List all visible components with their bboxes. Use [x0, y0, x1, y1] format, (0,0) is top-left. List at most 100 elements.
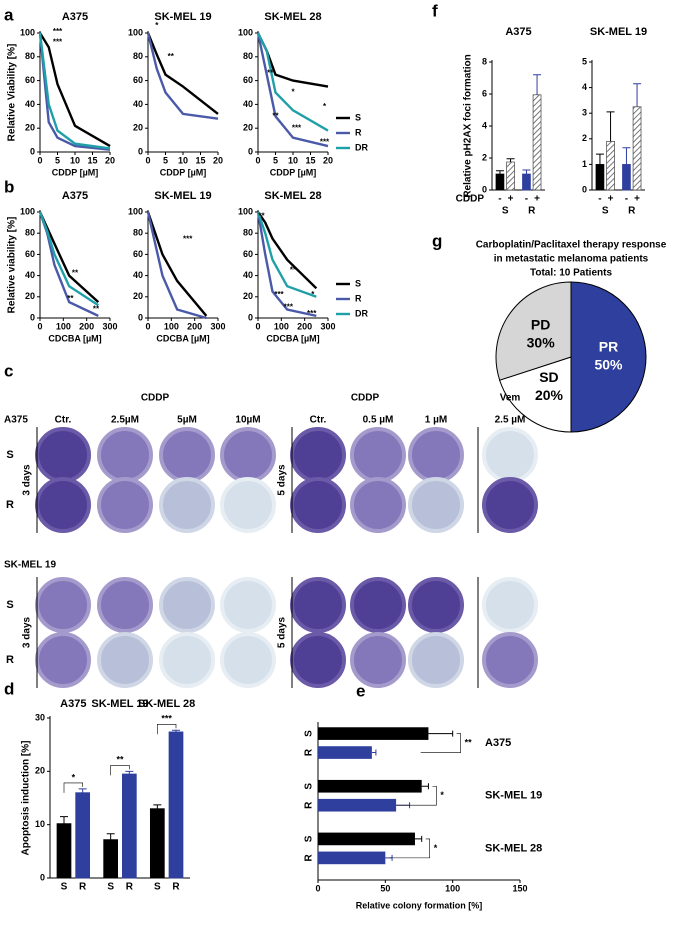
category-label: A375: [60, 698, 86, 710]
bar-label: -: [598, 194, 601, 205]
category-label: A375: [485, 737, 511, 749]
chart-title: A375: [62, 190, 88, 202]
bar-label: +: [634, 194, 640, 205]
series-line: [146, 32, 219, 120]
bar-label: R: [304, 853, 315, 861]
x-tick-label: 5: [163, 155, 168, 165]
bar: [318, 779, 422, 793]
x-tick-label: 200: [297, 321, 312, 331]
series-line: [38, 32, 111, 148]
colony-well: [350, 477, 406, 533]
series-line: [257, 211, 318, 290]
colony-well: [97, 577, 153, 633]
colony-well: [97, 427, 153, 483]
bar: [606, 141, 615, 191]
significance: ***: [284, 303, 294, 312]
significance: ***: [161, 714, 172, 724]
slice-label: SD: [539, 369, 558, 385]
legend-label: R: [355, 127, 362, 137]
error-bar: [421, 783, 429, 790]
error-bar: [506, 158, 515, 162]
label: 10µM: [235, 415, 260, 426]
y-tick-label: 60: [133, 75, 143, 85]
bar-label: +: [534, 194, 540, 205]
significance: **: [168, 52, 175, 61]
x-axis-label: CDCBA [µM]: [266, 333, 319, 343]
x-axis-label: CDDP [µM]: [52, 167, 99, 177]
slice-label: PR: [599, 339, 618, 355]
series-line: [38, 211, 100, 303]
error-bar: [622, 147, 631, 165]
y-tick-label: 0: [482, 184, 487, 194]
colony-well: [159, 632, 215, 688]
bar-label: R: [79, 882, 87, 893]
x-axis-label: CDDP [µM]: [270, 167, 317, 177]
x-tick-label: 200: [187, 321, 202, 331]
chart-title: SK-MEL 19: [154, 11, 211, 23]
series-line: [146, 211, 208, 317]
colony-well: [408, 577, 464, 633]
significance: ***: [53, 38, 63, 47]
bar-label: S: [304, 730, 315, 737]
category-label: S: [602, 206, 609, 217]
y-tick-label: 100: [20, 27, 35, 37]
bar: [103, 839, 119, 879]
error-bar: [606, 111, 615, 142]
y-tick-label: 20: [25, 123, 35, 133]
label: 5 days: [277, 464, 288, 496]
bracket: [63, 782, 83, 793]
significance: **: [272, 111, 279, 120]
colony-well: [290, 427, 346, 483]
y-tick-label: 2: [582, 133, 587, 143]
x-tick-label: 20: [105, 155, 115, 165]
y-tick-label: 20: [133, 291, 143, 301]
bar-label: +: [608, 194, 614, 205]
y-tick-label: 80: [133, 228, 143, 238]
bar-label: S: [107, 882, 114, 893]
error-bar: [522, 169, 531, 174]
x-tick-label: 300: [210, 321, 225, 331]
x-tick-label: 300: [102, 321, 117, 331]
label: A375: [4, 415, 28, 426]
bar: [522, 173, 531, 191]
x-tick-label: 0: [255, 321, 260, 331]
y-axis-label: Apoptosis induction [%]: [21, 741, 32, 856]
x-tick-label: 100: [164, 321, 179, 331]
bar-label: S: [154, 882, 161, 893]
x-tick-label: 5: [273, 155, 278, 165]
series-line: [38, 32, 111, 150]
bracket: [110, 765, 130, 776]
x-tick-label: 300: [320, 321, 335, 331]
category-label: R: [628, 206, 636, 217]
significance: *: [291, 88, 295, 97]
y-tick-label: 20: [133, 123, 143, 133]
bracket: [396, 785, 437, 806]
y-tick-label: 40: [243, 99, 253, 109]
y-tick-label: 4: [482, 120, 487, 130]
bar-label: -: [498, 194, 501, 205]
significance: **: [290, 265, 297, 274]
label: 1 µM: [425, 415, 447, 426]
x-axis-label: CDDP: [456, 194, 485, 205]
x-tick-label: 15: [305, 155, 315, 165]
bar: [506, 161, 515, 191]
x-tick-label: 15: [87, 155, 97, 165]
y-axis-label: Relative Viability [%]: [7, 44, 18, 142]
y-tick-label: 0: [248, 312, 253, 322]
label: 5µM: [177, 415, 197, 426]
significance: ***: [183, 235, 193, 244]
bracket: [157, 723, 177, 735]
colony-well: [220, 632, 276, 688]
colony-well: [290, 632, 346, 688]
error-bar: [125, 770, 134, 774]
significance: *: [434, 843, 438, 853]
category-label: SK-MEL 28: [485, 842, 542, 854]
y-tick-label: 30: [35, 712, 45, 722]
colony-well: [159, 477, 215, 533]
y-tick-label: 80: [25, 228, 35, 238]
panel-label: g: [432, 231, 442, 250]
y-tick-label: 100: [238, 27, 253, 37]
bar: [56, 823, 72, 879]
y-axis-label: Relative viability [%]: [7, 217, 18, 314]
